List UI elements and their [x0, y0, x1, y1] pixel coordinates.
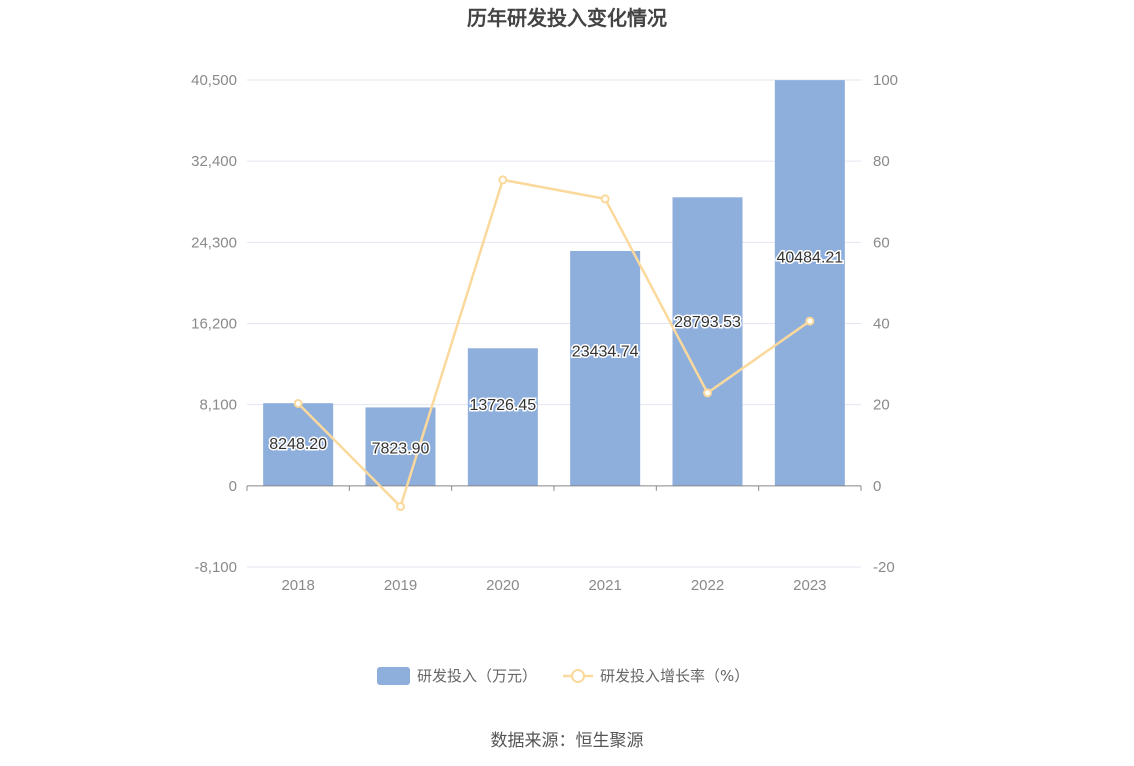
growth-point — [805, 316, 815, 326]
bar — [774, 80, 845, 486]
bar-value-label: 13726.45 — [469, 397, 536, 414]
growth-point — [293, 398, 303, 408]
bar-value-label: 23434.74 — [572, 344, 639, 361]
legend-label: 研发投入增长率（%） — [600, 667, 749, 685]
growth-point — [498, 175, 508, 185]
y-right-tick-label: 40 — [873, 316, 890, 333]
y-left-tick-label: 24,300 — [191, 234, 237, 251]
x-tick-label: 2019 — [384, 577, 417, 594]
growth-point — [396, 502, 405, 512]
source-note: 数据来源：恒生聚源 — [490, 731, 644, 751]
x-tick-label: 2022 — [691, 577, 724, 594]
y-right-tick-label: 80 — [873, 153, 890, 170]
y-left-tick-label: 0 — [229, 478, 237, 495]
bar-value-label: 7823.90 — [372, 440, 430, 457]
y-left-tick-label: 16,200 — [191, 316, 237, 333]
bar-value-label: 8248.20 — [269, 436, 327, 453]
y-right-tick-label: -20 — [873, 559, 895, 576]
bar-value-label: 28793.53 — [674, 314, 741, 331]
y-left-tick-label: 40,500 — [191, 72, 237, 89]
bar — [467, 348, 538, 486]
bar — [365, 407, 436, 486]
growth-point — [703, 388, 712, 398]
y-left-tick-label: 8,100 — [199, 397, 237, 414]
x-tick-label: 2020 — [486, 577, 519, 594]
legend[interactable]: 研发投入（万元） 研发投入增长率（%） — [377, 667, 749, 685]
axes: -8,100 0 8,100 16,200 24,300 32,400 40,500 -20 0… — [191, 72, 898, 594]
bar — [570, 251, 641, 486]
x-tick-label: 2023 — [793, 577, 826, 594]
legend-label: 研发投入（万元） — [417, 667, 537, 685]
growth-point — [600, 194, 610, 204]
legend-bar-swatch — [377, 667, 410, 685]
legend-item-rd-investment[interactable]: 研发投入（万元） — [377, 667, 537, 685]
y-right-tick-label: 100 — [873, 72, 898, 89]
bar-value-label: 40484.21 — [776, 250, 843, 267]
bar-series — [263, 80, 845, 486]
y-right-tick-label: 20 — [873, 397, 890, 414]
growth-line-series — [293, 175, 815, 512]
chart-title: 历年研发投入变化情况 — [467, 6, 667, 30]
x-tick-label: 2021 — [588, 577, 621, 594]
bar — [263, 403, 334, 486]
y-right-tick-label: 0 — [873, 478, 881, 495]
legend-line-marker — [571, 669, 585, 683]
grid-lines — [247, 79, 861, 568]
growth-line — [297, 178, 811, 508]
legend-item-growth-rate[interactable]: 研发投入增长率（%） — [563, 667, 749, 685]
y-right-tick-label: 60 — [873, 234, 890, 251]
y-left-tick-label: 32,400 — [191, 153, 237, 170]
y-left-tick-label: -8,100 — [194, 559, 237, 576]
bar-data-labels: 8248.20 7823.90 13726.45 23434.74 28793.53 40… — [268, 248, 845, 459]
x-tick-label: 2018 — [281, 577, 314, 594]
bar — [672, 197, 743, 486]
